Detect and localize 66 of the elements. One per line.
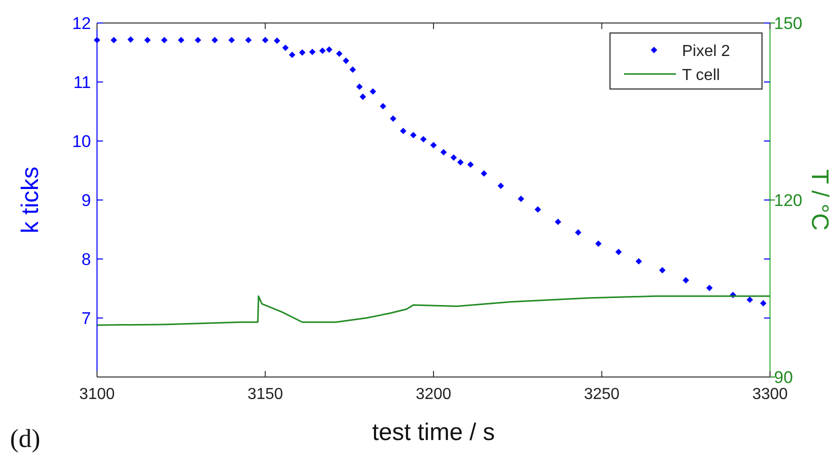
point <box>178 36 184 44</box>
point <box>480 170 488 177</box>
point <box>380 102 386 110</box>
point <box>319 48 326 54</box>
point <box>574 229 582 236</box>
point <box>410 132 417 138</box>
x-tick-label: 3250 <box>584 386 620 403</box>
point <box>360 94 366 100</box>
point <box>161 36 168 44</box>
point <box>498 182 504 190</box>
point <box>288 52 296 58</box>
y2-tick-label: 90 <box>774 368 793 387</box>
point <box>309 48 316 56</box>
line-series <box>96 295 771 326</box>
point <box>326 46 332 53</box>
point <box>518 196 524 202</box>
point <box>390 115 396 122</box>
y-tick-label: 8 <box>82 250 91 269</box>
y-tick-label: 12 <box>72 14 91 33</box>
y2-tick-label: 120 <box>774 191 802 210</box>
point <box>110 36 118 44</box>
y-tick-label: 7 <box>82 309 91 328</box>
point <box>457 159 464 166</box>
point <box>282 44 289 51</box>
point <box>370 88 376 95</box>
x-tick-label: 3100 <box>79 386 115 403</box>
point <box>262 36 268 44</box>
point <box>706 284 713 292</box>
point <box>534 206 542 213</box>
y-tick-label: 10 <box>72 132 91 151</box>
point <box>350 66 356 73</box>
legend-label: T cell <box>682 67 720 84</box>
x-axis-title: test time / s <box>372 419 495 446</box>
y-tick-label: 11 <box>73 73 91 92</box>
point <box>659 267 666 274</box>
point <box>615 248 622 256</box>
point <box>430 142 437 148</box>
point <box>194 36 202 44</box>
point <box>682 277 690 284</box>
point <box>595 240 602 247</box>
point <box>440 149 447 156</box>
point <box>245 36 252 44</box>
x-tick-label: 3150 <box>247 386 284 403</box>
y2-tick-label: 150 <box>774 14 802 33</box>
point <box>356 84 363 90</box>
point <box>554 218 562 226</box>
point <box>144 36 151 44</box>
point <box>636 258 642 265</box>
point <box>336 50 342 57</box>
point <box>746 296 754 303</box>
point <box>467 161 474 168</box>
point <box>228 36 235 44</box>
point <box>127 36 134 43</box>
point <box>212 36 218 44</box>
legend-label: Pixel 2 <box>682 43 730 60</box>
point <box>274 38 280 44</box>
text: (d) <box>10 424 40 453</box>
y-axis-title: k ticks <box>17 166 44 234</box>
x-tick-label: 3300 <box>752 386 788 403</box>
point <box>760 300 766 306</box>
point <box>450 154 457 161</box>
point <box>420 136 427 142</box>
y-tick-label: 9 <box>82 191 91 210</box>
y2-axis-title: T / °C <box>806 169 833 231</box>
x-tick-label: 3200 <box>416 386 452 403</box>
point <box>400 128 406 134</box>
